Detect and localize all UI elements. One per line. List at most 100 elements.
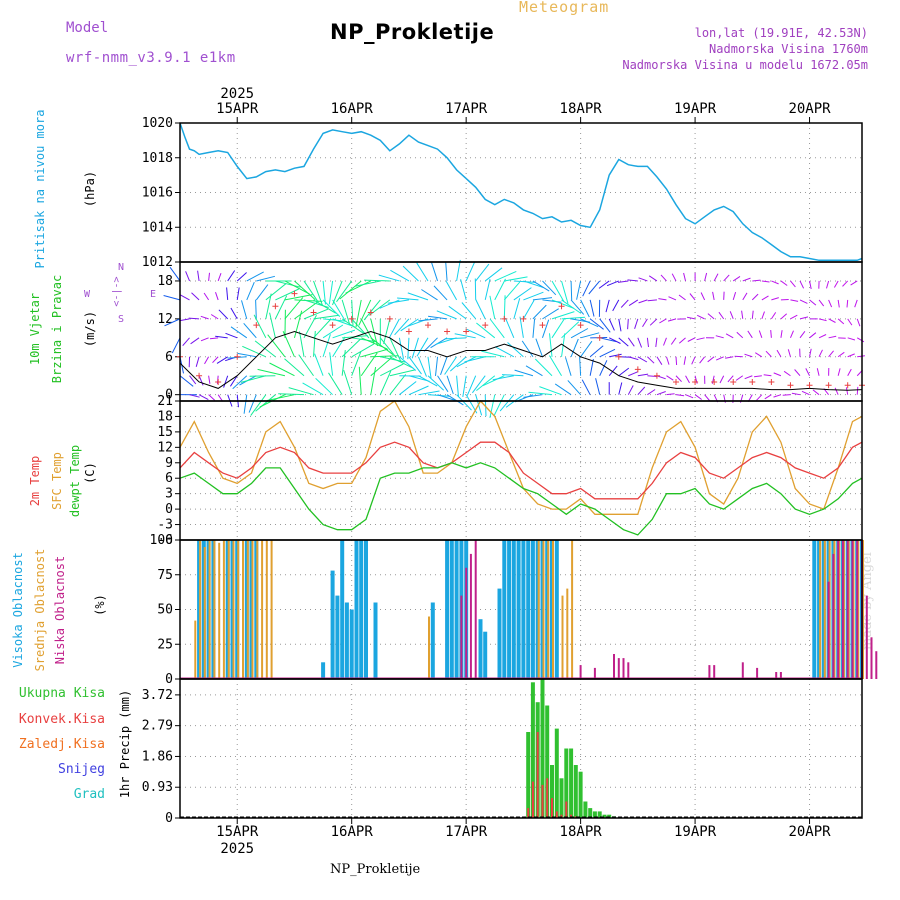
wind-arrow bbox=[799, 330, 806, 339]
wind-arrow bbox=[217, 273, 222, 282]
precip-bar-1 bbox=[527, 808, 530, 818]
wind-gust-marker bbox=[711, 379, 718, 386]
wind-arrow bbox=[809, 280, 812, 290]
wind-arrow bbox=[341, 338, 362, 358]
wind-arrow bbox=[242, 345, 267, 358]
wind-arrow bbox=[210, 314, 219, 320]
wind-arrow bbox=[341, 299, 351, 325]
wind-arrow bbox=[253, 314, 267, 339]
wind-arrow bbox=[275, 280, 301, 288]
precip-bar-0 bbox=[526, 732, 531, 818]
wind-arrow bbox=[646, 337, 649, 348]
wind-arrow bbox=[208, 375, 211, 384]
precip-bar-0 bbox=[569, 748, 574, 818]
wind-arrow bbox=[274, 295, 288, 320]
wind-arrow bbox=[284, 280, 310, 295]
wind-arrow bbox=[494, 278, 506, 301]
wind-arrow bbox=[507, 342, 524, 358]
wind-arrow bbox=[723, 274, 730, 282]
wind-arrow bbox=[612, 299, 620, 312]
wind-arrow bbox=[407, 292, 429, 301]
wind-arrow bbox=[294, 280, 316, 301]
cloud-bar-mid bbox=[270, 540, 273, 679]
wind-arrow bbox=[833, 280, 839, 288]
wind-arrow bbox=[780, 313, 788, 320]
wind-arrow bbox=[666, 375, 674, 381]
pressure-grid bbox=[175, 122, 862, 263]
cloud-bar-mid bbox=[232, 540, 235, 679]
wind-arrow bbox=[683, 272, 687, 282]
wind-arrow bbox=[431, 262, 439, 282]
wind-arrow bbox=[561, 299, 582, 314]
cloud-bar-low bbox=[851, 540, 854, 679]
wind-arrow bbox=[773, 394, 782, 398]
cloud-bar-high bbox=[497, 588, 502, 679]
bottom-date-label: 19APR bbox=[674, 824, 717, 840]
wind-arrow bbox=[378, 274, 400, 282]
pressure-tick-label: 1014 bbox=[142, 220, 173, 235]
wind-gust-marker bbox=[615, 353, 622, 360]
wind-gust-marker bbox=[444, 328, 451, 335]
wind-arrow bbox=[570, 328, 589, 339]
wind-tick-label: 12 bbox=[157, 312, 173, 327]
cloud-bar-low bbox=[841, 540, 844, 679]
legend-snow: Snijeg bbox=[58, 762, 105, 777]
wind-arrow bbox=[764, 394, 772, 400]
cloud-bar-mid bbox=[213, 540, 216, 679]
wind-arrow bbox=[683, 356, 687, 365]
wind-gust-marker bbox=[253, 322, 260, 329]
model-label: Model bbox=[66, 20, 109, 36]
wind-arrow bbox=[696, 314, 705, 320]
wind-arrow bbox=[189, 375, 197, 385]
wind-arrow bbox=[408, 385, 429, 396]
wind-arrow bbox=[513, 287, 532, 301]
wind-arrow bbox=[761, 280, 770, 283]
wind-arrow bbox=[313, 299, 336, 314]
wind-arrow bbox=[729, 311, 734, 320]
wind-arrow bbox=[399, 381, 417, 396]
wind-arrow bbox=[163, 295, 181, 301]
precip-bar-0 bbox=[588, 808, 593, 818]
wind-arrow bbox=[398, 337, 404, 359]
wind-arrow bbox=[215, 292, 219, 301]
wind-arrow bbox=[464, 356, 486, 363]
wind-arrow bbox=[742, 277, 751, 282]
cloud-bar-low bbox=[832, 553, 835, 679]
temp-tick-label: -3 bbox=[157, 518, 173, 533]
wind-arrow bbox=[489, 394, 496, 418]
cloud-bar-mid bbox=[823, 540, 826, 679]
bottom-date-label: 15APR bbox=[216, 824, 259, 840]
wind-gust-marker bbox=[329, 322, 336, 329]
legend-total-rain: Ukupna Kisa bbox=[18, 686, 105, 701]
cloud-bar-low bbox=[875, 651, 878, 679]
wind-gust-marker bbox=[520, 315, 527, 322]
wind-arrow bbox=[445, 280, 458, 301]
wind-arrow bbox=[787, 349, 791, 357]
wind-arrow bbox=[339, 280, 362, 300]
wind-arrow bbox=[332, 318, 355, 328]
wind-arrow bbox=[628, 299, 639, 307]
wind-arrow bbox=[428, 315, 448, 320]
wind-arrow bbox=[370, 367, 377, 395]
wind-arrow bbox=[514, 369, 534, 377]
wind-arrow bbox=[744, 353, 753, 358]
wind-gust-marker bbox=[272, 303, 279, 310]
wind-arrow bbox=[361, 348, 389, 358]
cloud-bars bbox=[194, 540, 878, 679]
wind-arrow bbox=[561, 321, 580, 339]
wind-arrow bbox=[284, 294, 313, 301]
wind-arrows bbox=[163, 259, 865, 418]
wind-gust-marker bbox=[234, 353, 241, 360]
precip-bar-1 bbox=[541, 784, 544, 818]
wind-arrow bbox=[437, 394, 456, 402]
wind-arrow bbox=[660, 274, 667, 282]
wind-arrow bbox=[390, 269, 410, 282]
wind-arrow bbox=[240, 375, 266, 383]
precip-tick-label: 0 bbox=[165, 811, 173, 826]
wind-arrow bbox=[599, 360, 608, 376]
wind-arrow bbox=[440, 356, 448, 375]
wind-arrow bbox=[257, 368, 286, 377]
temp-tick-label: 0 bbox=[165, 502, 173, 517]
wind-arrow bbox=[634, 318, 639, 329]
wind-arrow bbox=[659, 318, 667, 324]
